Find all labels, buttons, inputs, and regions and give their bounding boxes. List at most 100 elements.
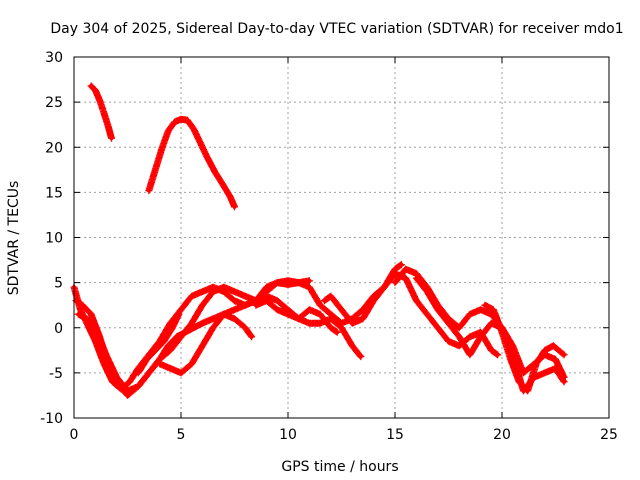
data-point xyxy=(136,370,141,375)
y-tick-label: 15 xyxy=(45,185,63,201)
data-point xyxy=(211,289,216,294)
data-point xyxy=(84,316,89,321)
data-point xyxy=(153,167,158,172)
data-point xyxy=(551,343,556,348)
data-point xyxy=(179,370,183,375)
data-point xyxy=(478,307,483,312)
data-point xyxy=(489,321,494,326)
data-point xyxy=(553,366,558,371)
data-point xyxy=(78,307,83,312)
series-track-12 xyxy=(481,301,568,395)
data-point xyxy=(435,307,440,312)
y-tick-label: 25 xyxy=(45,95,63,111)
data-point xyxy=(211,325,216,330)
data-point xyxy=(174,334,179,339)
data-point xyxy=(457,334,462,339)
data-point xyxy=(307,278,312,283)
y-tick-label: -10 xyxy=(40,411,63,427)
series-track-8 xyxy=(252,297,341,336)
data-point xyxy=(93,88,98,93)
data-point xyxy=(489,348,494,353)
series-track-5 xyxy=(74,277,313,395)
x-tick-label: 15 xyxy=(386,427,404,443)
data-point xyxy=(168,366,173,371)
data-point xyxy=(191,127,196,132)
y-tick-label: 30 xyxy=(45,50,63,66)
data-point xyxy=(360,307,365,312)
data-point xyxy=(97,98,102,103)
data-point xyxy=(399,262,404,267)
data-point xyxy=(232,316,237,321)
data-point xyxy=(185,118,190,123)
data-point xyxy=(144,357,149,362)
data-point xyxy=(125,393,130,398)
data-points xyxy=(70,82,568,399)
data-point xyxy=(243,303,248,308)
data-point xyxy=(491,307,496,312)
data-point xyxy=(508,357,513,362)
data-point xyxy=(500,330,504,335)
data-point xyxy=(339,321,344,326)
data-point xyxy=(200,321,205,326)
data-point xyxy=(221,285,226,290)
data-point xyxy=(495,352,500,357)
axis-ticks: 0 5 10 15 20 25 -10 -5 0 5 10 15 20 25 30 xyxy=(40,50,618,443)
data-point xyxy=(136,384,141,389)
chart-title: Day 304 of 2025, Sidereal Day-to-day VTE… xyxy=(50,21,623,37)
data-point xyxy=(328,325,333,330)
data-point xyxy=(89,312,94,317)
data-point xyxy=(393,280,397,285)
data-point xyxy=(403,267,408,272)
data-point xyxy=(542,348,547,353)
data-point xyxy=(189,361,194,366)
data-point xyxy=(286,312,290,317)
data-point xyxy=(127,379,132,384)
data-point xyxy=(93,325,98,330)
data-point xyxy=(89,83,94,88)
data-point xyxy=(74,298,79,303)
data-point xyxy=(382,285,387,290)
data-point xyxy=(232,204,237,209)
data-point xyxy=(275,280,280,285)
y-tick-label: 20 xyxy=(45,140,63,156)
data-point xyxy=(249,334,254,339)
data-point xyxy=(393,271,397,276)
data-point xyxy=(467,312,472,317)
data-point xyxy=(221,312,226,317)
data-point xyxy=(414,298,419,303)
data-point xyxy=(179,307,183,312)
x-axis-label: GPS time / hours xyxy=(281,459,398,475)
data-point xyxy=(446,339,451,344)
data-point xyxy=(457,325,462,330)
data-point xyxy=(106,124,111,129)
data-point xyxy=(542,370,547,375)
data-point xyxy=(170,325,175,330)
data-point xyxy=(200,289,205,294)
data-point xyxy=(414,271,419,276)
x-tick-label: 5 xyxy=(177,427,186,443)
data-point xyxy=(191,325,196,330)
data-point xyxy=(350,343,355,348)
data-point xyxy=(125,388,130,393)
data-point xyxy=(153,348,158,353)
data-point xyxy=(307,285,312,290)
data-point xyxy=(204,154,209,159)
data-point xyxy=(478,334,483,339)
data-point xyxy=(467,352,472,357)
data-point xyxy=(159,147,164,152)
data-point xyxy=(179,117,183,122)
data-point xyxy=(176,312,181,317)
data-point xyxy=(253,303,258,308)
x-tick-label: 25 xyxy=(600,427,618,443)
x-tick-label: 0 xyxy=(70,427,79,443)
y-tick-label: -5 xyxy=(49,366,63,382)
data-point xyxy=(307,307,312,312)
data-point xyxy=(521,370,526,375)
data-point xyxy=(562,352,567,357)
data-point xyxy=(328,312,333,317)
data-point xyxy=(358,354,363,359)
data-point xyxy=(166,343,171,348)
data-point xyxy=(264,285,269,290)
data-point xyxy=(102,111,106,115)
